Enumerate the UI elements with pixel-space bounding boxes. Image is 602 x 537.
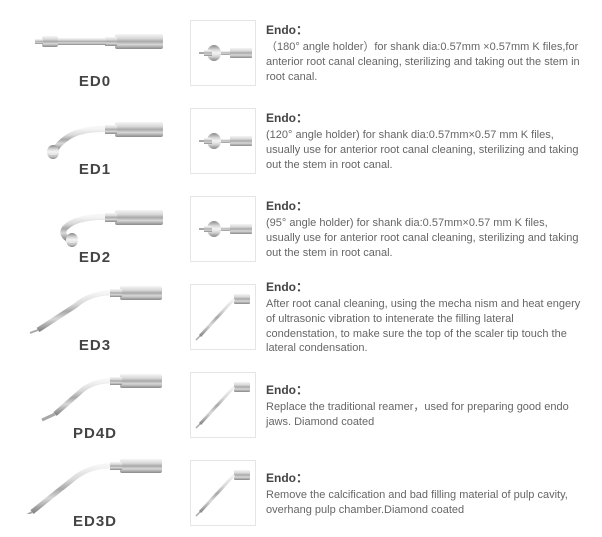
tool-cell: PD4D: [10, 368, 180, 442]
tool-cell: ED0: [10, 16, 180, 90]
tool-cell: ED2: [10, 192, 180, 266]
description: Endo： After root canal cleaning, using t…: [266, 278, 592, 356]
desc-text: Remove the calcification and bad filling…: [266, 488, 584, 518]
tool-image: [20, 456, 170, 511]
thumbnail: [190, 372, 256, 438]
product-row: ED3 Endo： After root canal cleaning, usi…: [10, 276, 592, 358]
desc-text: After root canal cleaning, using the mec…: [266, 297, 584, 356]
thumbnail: [190, 20, 256, 86]
description: Endo： （180° angle holder）for shank dia:0…: [266, 21, 592, 85]
product-row: ED1 Endo： (120° angle holder) for shank …: [10, 100, 592, 182]
tool-label: ED2: [79, 249, 111, 266]
description: Endo： Remove the calcification and bad f…: [266, 469, 592, 518]
tool-image: [20, 104, 170, 159]
desc-title: Endo：: [266, 109, 584, 126]
tool-image: [20, 16, 170, 71]
desc-text: (95° angle holder) for shank dia:0.57mm×…: [266, 216, 584, 261]
desc-title: Endo：: [266, 381, 584, 398]
description: Endo： Replace the traditional reamer，use…: [266, 381, 592, 430]
tool-cell: ED1: [10, 104, 180, 178]
tool-image: [20, 192, 170, 247]
product-row: PD4D Endo： Replace the traditional reame…: [10, 364, 592, 446]
thumbnail: [190, 108, 256, 174]
description: Endo： (120° angle holder) for shank dia:…: [266, 109, 592, 173]
tool-cell: ED3: [10, 280, 180, 354]
thumbnail: [190, 284, 256, 350]
thumbnail: [190, 196, 256, 262]
product-row: ED0 Endo： （180° angle holder）for shank d…: [10, 12, 592, 94]
tool-image: [20, 368, 170, 423]
desc-text: (120° angle holder) for shank dia:0.57mm…: [266, 128, 584, 173]
desc-title: Endo：: [266, 469, 584, 486]
tool-label: PD4D: [73, 425, 117, 442]
tool-label: ED3D: [73, 513, 117, 530]
tool-label: ED0: [79, 73, 111, 90]
product-row: ED2 Endo： (95° angle holder) for shank d…: [10, 188, 592, 270]
tool-cell: ED3D: [10, 456, 180, 530]
desc-text: （180° angle holder）for shank dia:0.57mm …: [266, 40, 584, 85]
desc-title: Endo：: [266, 278, 584, 295]
desc-title: Endo：: [266, 21, 584, 38]
description: Endo： (95° angle holder) for shank dia:0…: [266, 197, 592, 261]
tool-image: [20, 280, 170, 335]
desc-text: Replace the traditional reamer，used for …: [266, 400, 584, 430]
tool-label: ED1: [79, 161, 111, 178]
tool-label: ED3: [79, 337, 111, 354]
thumbnail: [190, 460, 256, 526]
desc-title: Endo：: [266, 197, 584, 214]
product-row: ED3D Endo： Remove the calcification and …: [10, 452, 592, 534]
